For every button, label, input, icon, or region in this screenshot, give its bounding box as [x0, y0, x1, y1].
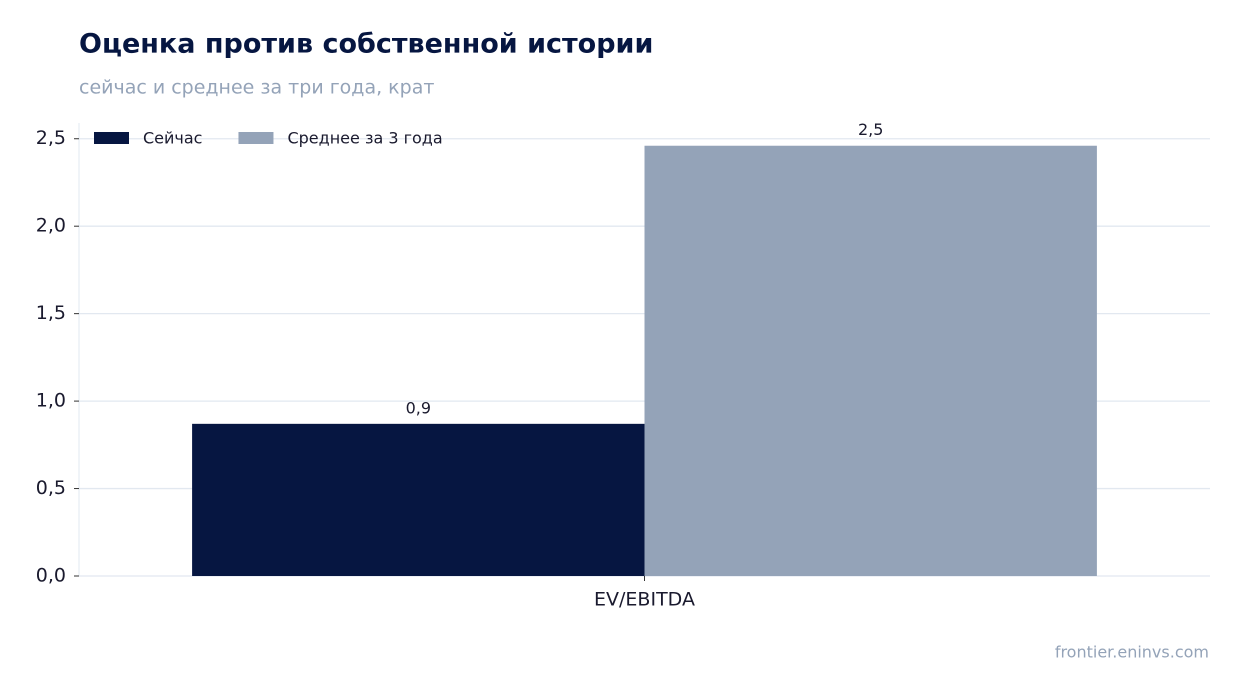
- y-tick-label: 1,5: [36, 302, 66, 324]
- y-tick-label: 1,0: [36, 390, 66, 412]
- value-label: 0,9: [406, 398, 431, 417]
- legend-swatch: [94, 132, 129, 144]
- y-tick-label: 0,5: [36, 477, 66, 499]
- bar: [644, 145, 1097, 576]
- chart-subtitle: сейчас и среднее за три года, крат: [79, 77, 434, 99]
- source: frontier.eninvs.com: [1055, 643, 1209, 662]
- legend-swatch: [238, 132, 274, 144]
- legend-label: Сейчас: [143, 129, 202, 148]
- y-tick-label: 2,0: [36, 215, 66, 237]
- y-tick-label: 2,5: [36, 127, 66, 149]
- y-tick-label: 0,0: [36, 565, 66, 587]
- value-label: 2,5: [858, 120, 883, 139]
- legend-label: Среднее за 3 года: [287, 129, 442, 148]
- chart-title: Оценка против собственной истории: [79, 29, 653, 60]
- bar: [192, 423, 645, 576]
- x-tick-label: EV/EBITDA: [594, 589, 695, 611]
